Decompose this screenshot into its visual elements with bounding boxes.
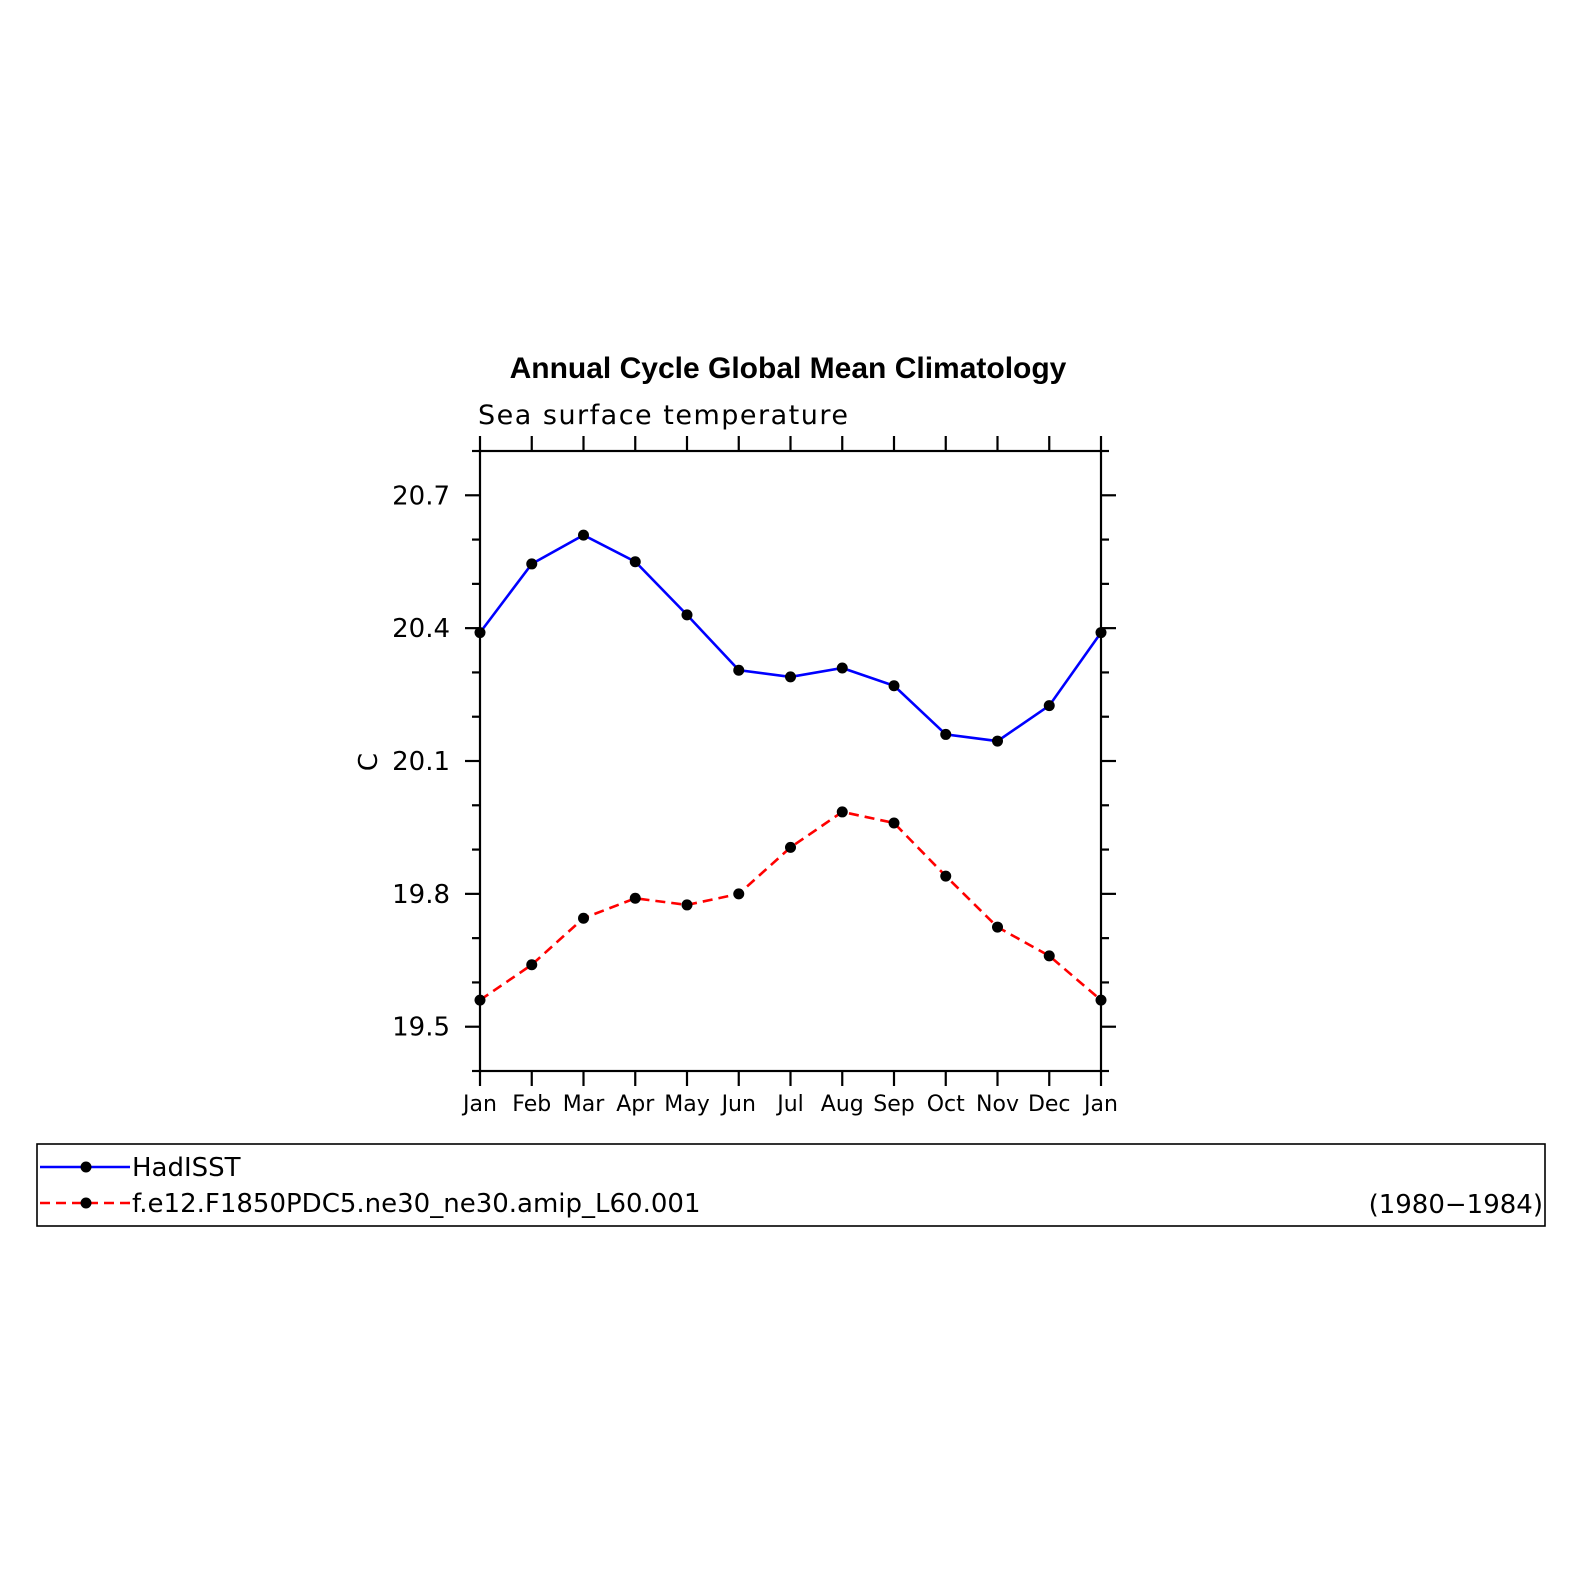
data-point [629,892,641,904]
x-tick-label: Aug [821,1092,864,1117]
axis-ticks: Jan Feb Mar Apr May Jun Jul Aug Sep Oct Nov Dec Jan 1… [392,436,1118,1117]
x-tick-label: Mar [563,1092,605,1117]
x-tick-label: Oct [927,1092,965,1117]
legend-date-range: (1980−1984) [1369,1190,1543,1220]
x-tick-label: May [664,1092,709,1117]
data-point [888,817,900,829]
data-point [1095,994,1107,1006]
data-point [629,556,641,568]
data-point [1095,627,1107,639]
data-point [578,529,589,541]
x-tick-label: Dec [1028,1092,1071,1117]
data-point [733,888,745,900]
plot-frame [478,449,1103,1073]
y-tick-label: 20.4 [392,614,450,644]
legend: HadISST f.e12.F1850PDC5.ne30_ne30.amip_L6… [40,1153,700,1219]
data-point [474,627,486,639]
y-axis-label: C [354,753,384,771]
data-point [785,841,796,853]
y-tick-label: 19.8 [392,880,450,910]
data-point [681,609,693,621]
data-point [1043,700,1055,712]
y-tick-label: 19.5 [392,1013,450,1043]
y-tick-label: 20.7 [392,481,450,511]
data-point [992,735,1003,747]
y-tick-label: 20.1 [392,747,450,777]
data-point [940,728,952,740]
data-point [940,870,952,882]
legend-label-1: HadISST [132,1153,241,1183]
legend-marker [80,1197,92,1209]
x-tick-label: Sep [873,1092,914,1117]
data-point [681,899,693,911]
chart-title: Annual Cycle Global Mean Climatology [510,352,1067,385]
data-point [888,680,900,692]
data-point [992,921,1003,933]
x-tick-label: Feb [512,1092,551,1117]
data-point [733,664,745,676]
x-tick-label: Apr [616,1092,655,1117]
data-point [578,912,589,924]
series-line-1 [478,533,1103,743]
x-tick-label: Nov [976,1092,1019,1117]
x-tick-label: Jun [720,1092,756,1117]
legend-marker [80,1161,92,1173]
series-line-2 [479,810,1102,1002]
data-point [526,959,538,971]
data-point [1043,950,1055,962]
legend-label-2: f.e12.F1850PDC5.ne30_ne30.amip_L60.001 [132,1189,700,1219]
series-lines [474,529,1107,1006]
data-point [836,662,848,674]
data-point [785,671,796,683]
data-point [474,994,486,1006]
data-point [836,806,848,818]
legend-box [36,1143,1546,1227]
chart-subtitle: Sea surface temperature [478,400,849,431]
x-tick-label: Jan [461,1092,497,1117]
data-point [526,558,538,570]
x-tick-label: Jul [775,1092,804,1117]
x-tick-label: Jan [1082,1092,1118,1117]
